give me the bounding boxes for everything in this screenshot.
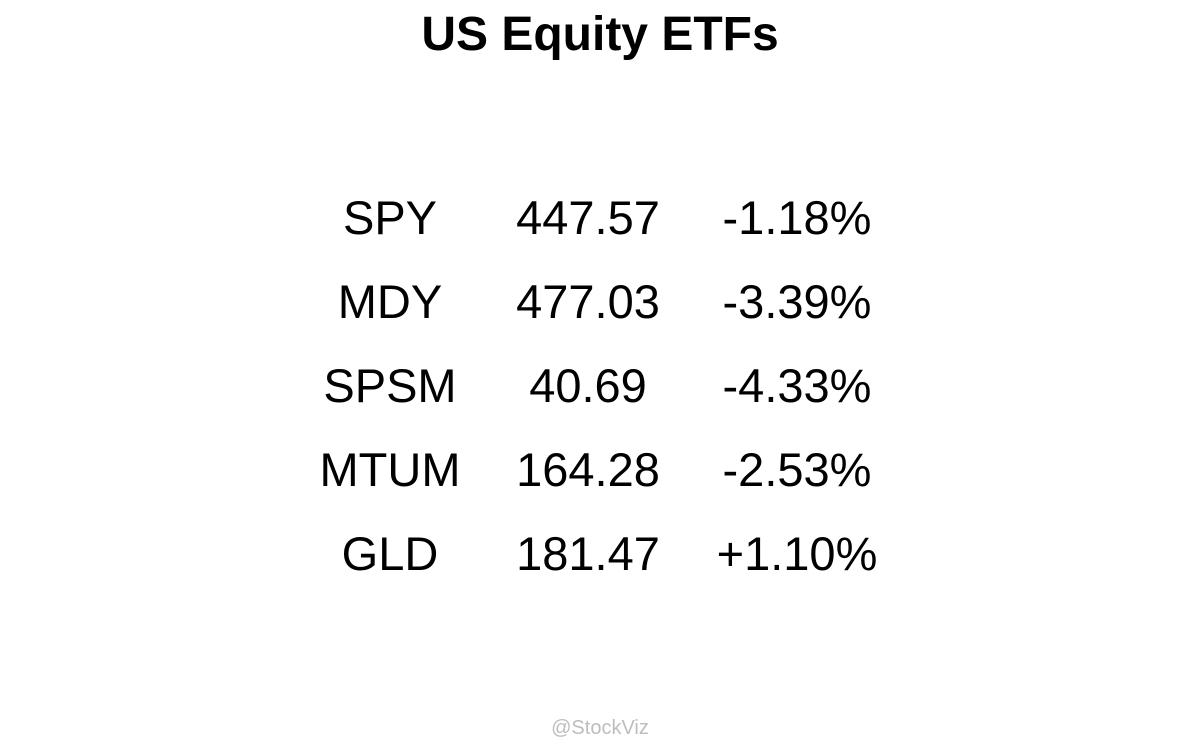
change-cell: -2.53%: [722, 443, 872, 496]
price-cell: 477.03: [516, 275, 660, 328]
ticker-cell: GLD: [341, 527, 439, 580]
etf-table: SPY 447.57 -1.18% MDY 477.03 -3.39% SPSM…: [0, 176, 1200, 596]
table-row-spy: SPY 447.57 -1.18%: [0, 176, 1200, 260]
ticker-cell: SPY: [342, 191, 438, 244]
price-cell: 447.57: [516, 191, 660, 244]
chart-title: US Equity ETFs: [421, 8, 779, 61]
ticker-cell: MDY: [337, 275, 443, 328]
table-row-mtum: MTUM 164.28 -2.53%: [0, 428, 1200, 512]
price-cell: 164.28: [516, 443, 660, 496]
change-cell: -4.33%: [722, 359, 872, 412]
table-row-spsm: SPSM 40.69 -4.33%: [0, 344, 1200, 428]
price-cell: 40.69: [529, 359, 647, 412]
ticker-cell: SPSM: [323, 359, 457, 412]
table-row-mdy: MDY 477.03 -3.39%: [0, 260, 1200, 344]
ticker-cell: MTUM: [319, 443, 461, 496]
price-cell: 181.47: [516, 527, 660, 580]
watermark-text: @StockViz: [551, 717, 649, 739]
change-cell: +1.10%: [716, 527, 878, 580]
change-cell: -1.18%: [722, 191, 872, 244]
change-cell: -3.39%: [722, 275, 872, 328]
table-row-gld: GLD 181.47 +1.10%: [0, 512, 1200, 596]
